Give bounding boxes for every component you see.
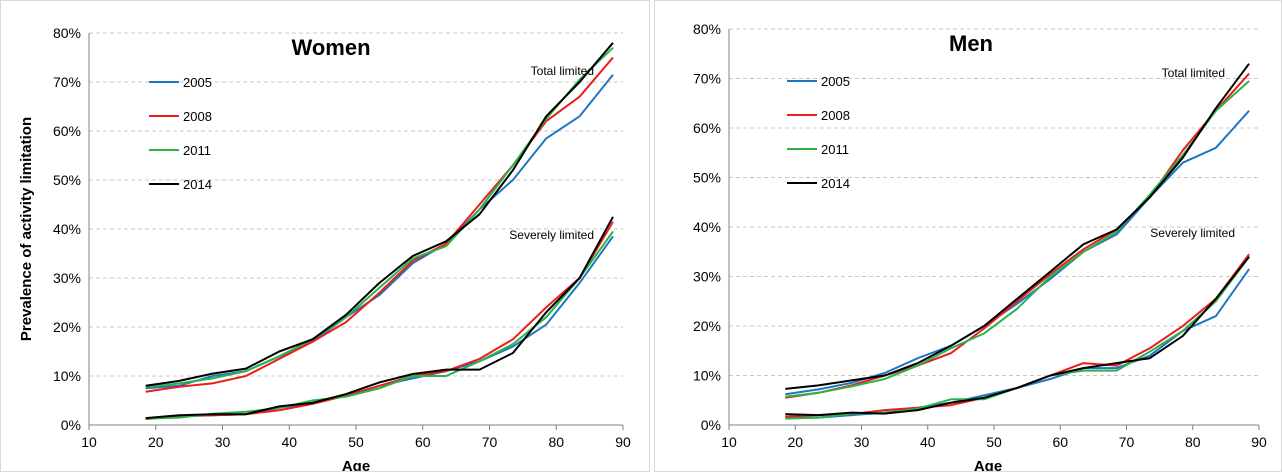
series-line-2014-severe <box>785 256 1250 417</box>
y-tick-label: 60% <box>693 120 721 136</box>
annotation-total-limited: Total limited <box>531 64 594 78</box>
x-tick-label: 60 <box>415 434 431 450</box>
series-line-2011-total <box>145 46 614 389</box>
x-tick-label: 80 <box>1185 434 1201 450</box>
x-tick-label: 10 <box>721 434 737 450</box>
series-line-2014-total <box>785 63 1250 390</box>
men-chart-panel: 0% 10% 20% 30% 40% 50% 60% 70% 80% 10 20 30 40 50 60 70… <box>654 0 1282 472</box>
x-tick-label: 20 <box>787 434 803 450</box>
x-axis-title: Age <box>974 458 1002 471</box>
legend-label-2008: 2008 <box>821 108 850 123</box>
x-tick-label: 40 <box>281 434 297 450</box>
women-chart-panel: 0% 10% 20% 30% 40% 50% 60% 70% 80% 10 20 30 40 50 60 70… <box>0 0 650 472</box>
series-line-2008-total <box>145 56 614 393</box>
y-tick-label: 0% <box>61 417 81 433</box>
y-tick-label: 10% <box>53 368 81 384</box>
series-line-2005-total <box>145 74 614 390</box>
y-tick-label: 0% <box>701 417 721 433</box>
legend-label-2011: 2011 <box>821 142 849 157</box>
x-tick-label: 60 <box>1052 434 1068 450</box>
men-chart: 0% 10% 20% 30% 40% 50% 60% 70% 80% 10 20 30 40 50 60 70… <box>693 21 1267 471</box>
y-tick-label: 60% <box>53 123 81 139</box>
y-tick-label: 10% <box>693 368 721 384</box>
series-line-2008-severe <box>785 253 1250 418</box>
y-tick-label: 40% <box>53 221 81 237</box>
y-tick-label: 70% <box>693 71 721 87</box>
x-tick-label: 80 <box>548 434 564 450</box>
y-tick-label: 50% <box>693 170 721 186</box>
y-tick-label: 70% <box>53 74 81 90</box>
x-tick-label: 50 <box>986 434 1002 450</box>
x-axis-title: Age <box>342 458 370 471</box>
x-tick-label: 10 <box>81 434 97 450</box>
series-line-2005-severe <box>785 268 1250 419</box>
x-tick-label: 50 <box>348 434 364 450</box>
x-tick-label: 90 <box>1251 434 1267 450</box>
annotation-severely-limited: Severely limited <box>509 228 594 242</box>
x-tick-label: 90 <box>615 434 631 450</box>
series-line-2011-severe <box>145 230 614 420</box>
series-line-2014-severe <box>145 216 614 420</box>
y-tick-label: 30% <box>693 269 721 285</box>
x-tick-label: 30 <box>215 434 231 450</box>
women-chart: 0% 10% 20% 30% 40% 50% 60% 70% 80% 10 20 30 40 50 60 70… <box>18 25 631 471</box>
y-tick-label: 50% <box>53 172 81 188</box>
y-tick-label: 20% <box>693 318 721 334</box>
legend-label-2008: 2008 <box>183 109 212 124</box>
series-line-2014-total <box>145 42 614 387</box>
x-tick-label: 20 <box>148 434 164 450</box>
chart-title: Men <box>949 31 993 56</box>
x-tick-label: 70 <box>482 434 498 450</box>
legend-label-2011: 2011 <box>183 143 211 158</box>
annotation-severely-limited: Severely limited <box>1150 226 1235 240</box>
y-tick-label: 80% <box>53 25 81 41</box>
legend-label-2005: 2005 <box>183 75 212 90</box>
annotation-total-limited: Total limited <box>1162 66 1225 80</box>
y-tick-label: 20% <box>53 319 81 335</box>
legend-label-2014: 2014 <box>821 176 850 191</box>
legend-label-2014: 2014 <box>183 177 212 192</box>
y-tick-label: 80% <box>693 21 721 37</box>
chart-title: Women <box>291 35 370 60</box>
series-line-2011-total <box>785 80 1250 398</box>
y-axis-title: Prevalence of activity limitation <box>18 117 35 341</box>
x-tick-label: 40 <box>920 434 936 450</box>
x-tick-label: 30 <box>854 434 870 450</box>
x-tick-label: 70 <box>1119 434 1135 450</box>
series-line-2008-total <box>785 72 1250 399</box>
y-tick-label: 30% <box>53 270 81 286</box>
legend-label-2005: 2005 <box>821 74 850 89</box>
y-tick-label: 40% <box>693 219 721 235</box>
